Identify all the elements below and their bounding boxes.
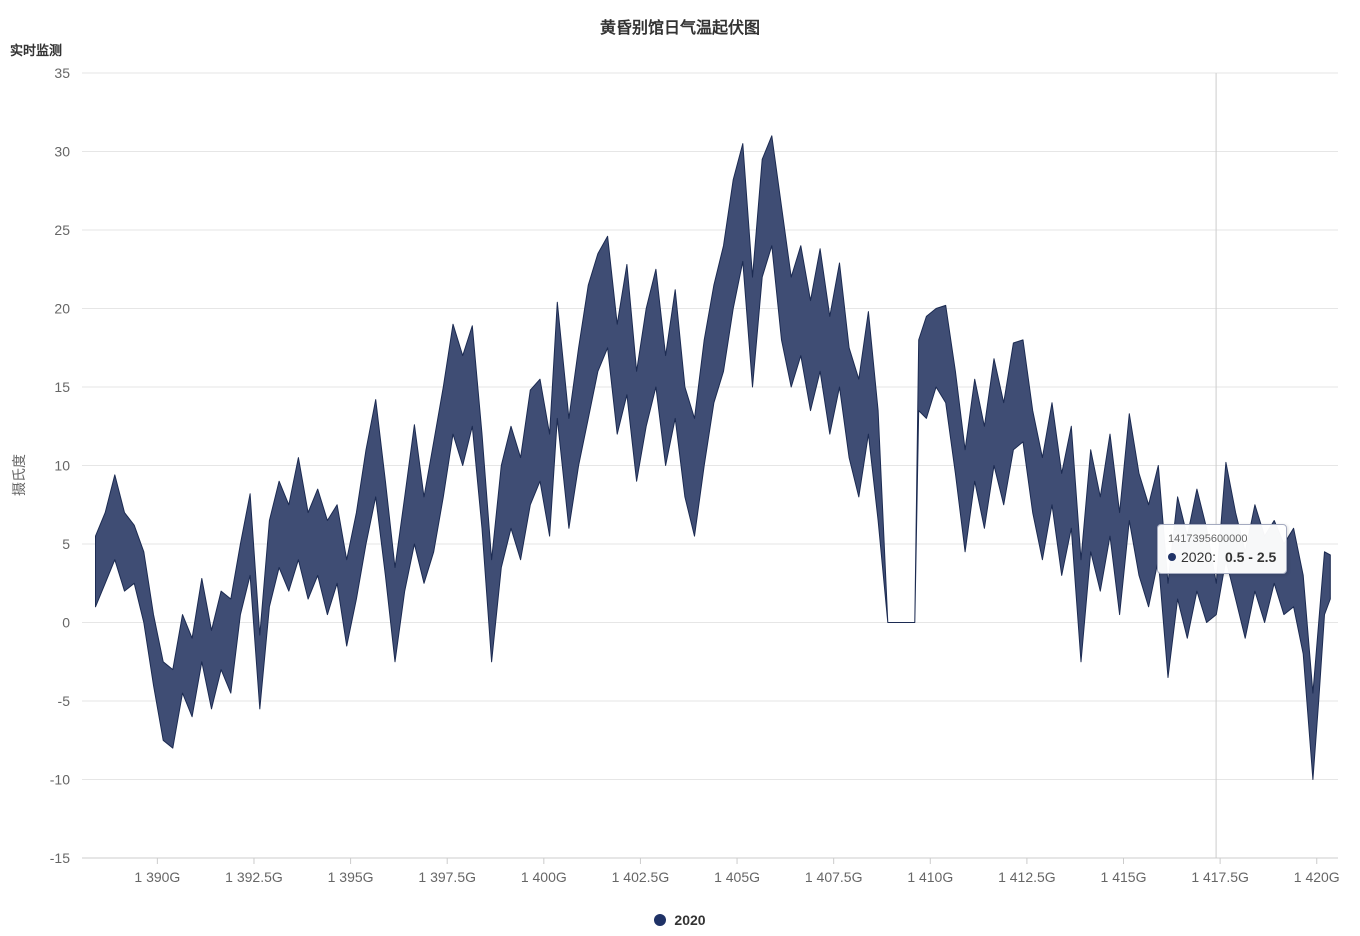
y-tick-label: -15 (50, 850, 70, 866)
x-tick-label: 1 415G (1101, 869, 1147, 885)
y-tick-label: 30 (54, 144, 70, 160)
realtime-monitor-label: 实时监测 (10, 43, 63, 58)
x-tick-label: 1 410G (907, 869, 953, 885)
x-tick-label: 1 395G (328, 869, 374, 885)
y-tick-label: -10 (50, 772, 70, 788)
chart-title: 黄昏别馆日气温起伏图 (599, 20, 760, 37)
x-tick-label: 1 407.5G (805, 869, 863, 885)
temperature-range-area-series[interactable] (95, 135, 1331, 780)
legend-dot-icon (654, 914, 667, 926)
y-tick-label: 35 (54, 65, 70, 81)
chart-tooltip: 1417395600000 2020: 0.5 - 2.5 (1157, 524, 1288, 574)
y-tick-label: -5 (58, 693, 71, 709)
legend-label: 2020 (674, 912, 706, 928)
legend-item-2020[interactable]: 2020 (0, 912, 1360, 928)
x-tick-label: 1 390G (134, 869, 180, 885)
x-tick-label: 1 392.5G (225, 869, 283, 885)
y-tick-label: 10 (54, 458, 70, 474)
y-tick-label: 5 (62, 536, 70, 552)
x-tick-label: 1 405G (714, 869, 760, 885)
tooltip-series-dot-icon (1168, 553, 1176, 561)
y-tick-label: 25 (54, 222, 70, 238)
x-tick-label: 1 412.5G (998, 869, 1056, 885)
x-tick-label: 1 397.5G (418, 869, 476, 885)
tooltip-series-name: 2020: (1181, 549, 1220, 565)
x-tick-label: 1 417.5G (1191, 869, 1249, 885)
tooltip-value: 0.5 - 2.5 (1224, 549, 1277, 565)
x-tick-label: 1 402.5G (612, 869, 670, 885)
x-tick-label: 1 420G (1294, 869, 1340, 885)
tooltip-timestamp: 1417395600000 (1168, 533, 1248, 545)
y-tick-label: 0 (62, 615, 70, 631)
x-tick-label: 1 400G (521, 869, 567, 885)
y-tick-label: 20 (54, 301, 70, 317)
y-tick-label: 15 (54, 379, 70, 395)
